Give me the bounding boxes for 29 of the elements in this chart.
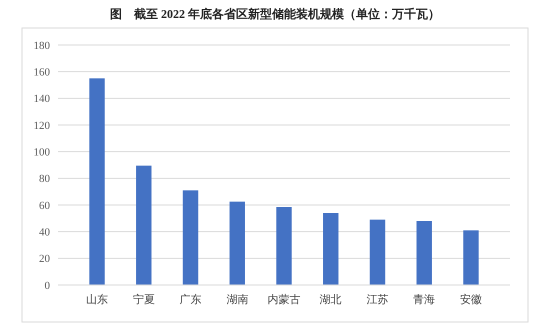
y-tick-label: 80	[39, 173, 50, 186]
x-tick-label: 安徽	[460, 293, 482, 306]
x-tick-label: 青海	[413, 293, 436, 306]
x-tick-label: 广东	[180, 293, 202, 306]
bar	[370, 220, 386, 285]
bar	[463, 230, 479, 285]
bar	[136, 166, 152, 285]
x-tick-label: 内蒙古	[268, 293, 300, 306]
x-tick-label: 宁夏	[132, 293, 155, 306]
bar	[323, 213, 338, 285]
bar	[276, 207, 292, 285]
bar	[416, 221, 432, 285]
y-tick-label: 60	[39, 200, 50, 212]
x-tick-label: 湖北	[320, 293, 342, 306]
y-tick-label: 180	[34, 40, 50, 52]
y-tick-label: 20	[39, 253, 50, 266]
y-tick-label: 160	[34, 66, 50, 79]
y-tick-label: 0	[44, 280, 50, 292]
bar	[230, 202, 245, 285]
y-tick-label: 140	[34, 93, 50, 106]
chart-title: 图 截至 2022 年底各省区新型储能装机规模（单位：万千瓦）	[110, 7, 440, 21]
y-tick-label: 40	[39, 226, 50, 239]
x-tick-label: 江苏	[366, 293, 388, 306]
x-tick-label: 湖南	[226, 293, 248, 306]
bar	[89, 78, 105, 285]
x-tick-label: 山东	[86, 293, 108, 306]
y-tick-label: 100	[34, 146, 50, 159]
y-tick-label: 120	[34, 120, 50, 132]
bar	[182, 190, 198, 285]
